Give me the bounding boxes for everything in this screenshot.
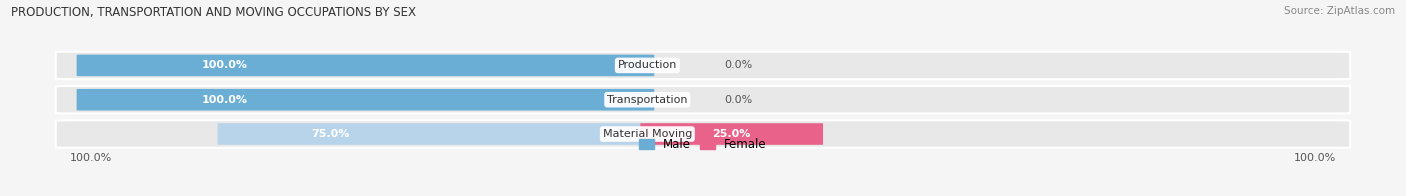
- Text: 0.0%: 0.0%: [724, 60, 752, 70]
- Text: 100.0%: 100.0%: [1294, 153, 1336, 163]
- Text: 100.0%: 100.0%: [201, 95, 247, 105]
- Text: Material Moving: Material Moving: [603, 129, 692, 139]
- FancyBboxPatch shape: [76, 89, 654, 111]
- Legend: Male, Female: Male, Female: [634, 133, 772, 156]
- Text: Production: Production: [617, 60, 678, 70]
- Text: 0.0%: 0.0%: [724, 95, 752, 105]
- FancyBboxPatch shape: [640, 123, 823, 145]
- FancyBboxPatch shape: [218, 123, 654, 145]
- Text: Transportation: Transportation: [607, 95, 688, 105]
- FancyBboxPatch shape: [56, 120, 1350, 148]
- Text: 100.0%: 100.0%: [70, 153, 112, 163]
- Text: 100.0%: 100.0%: [201, 60, 247, 70]
- Text: Source: ZipAtlas.com: Source: ZipAtlas.com: [1284, 6, 1395, 16]
- Text: 75.0%: 75.0%: [311, 129, 350, 139]
- Text: PRODUCTION, TRANSPORTATION AND MOVING OCCUPATIONS BY SEX: PRODUCTION, TRANSPORTATION AND MOVING OC…: [11, 6, 416, 19]
- Text: 25.0%: 25.0%: [713, 129, 751, 139]
- FancyBboxPatch shape: [56, 52, 1350, 79]
- FancyBboxPatch shape: [76, 55, 654, 76]
- FancyBboxPatch shape: [56, 86, 1350, 113]
